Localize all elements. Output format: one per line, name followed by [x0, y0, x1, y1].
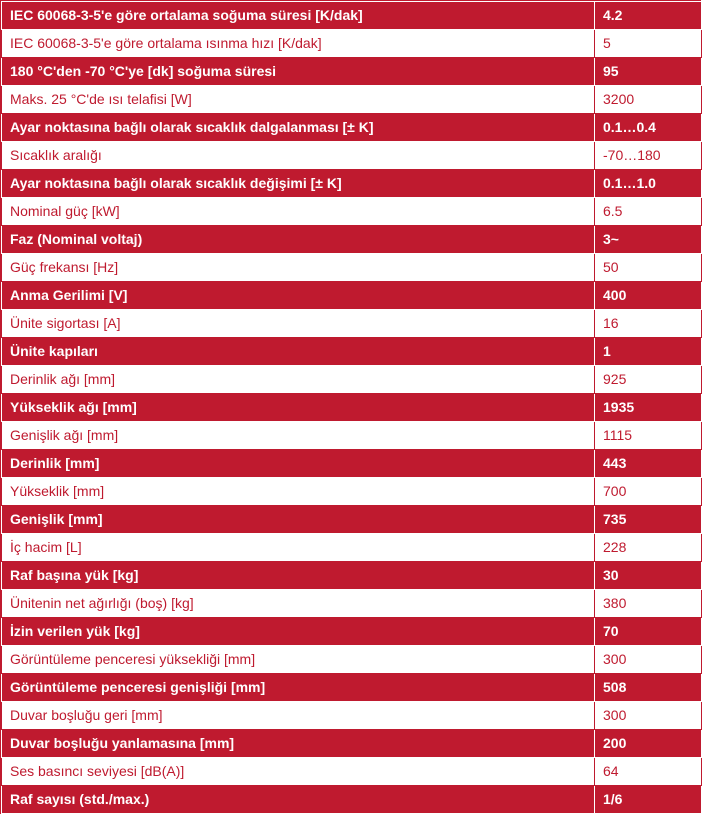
spec-value-cell: 1/6 [594, 785, 702, 814]
table-row: IEC 60068-3-5'e göre ortalama soğuma sür… [1, 1, 702, 30]
table-row: Nominal güç [kW] 6.5 [1, 197, 702, 226]
spec-label-cell: Derinlik ağı [mm] [1, 365, 595, 394]
spec-label-cell: Güç frekansı [Hz] [1, 253, 595, 282]
spec-label-cell: Raf sayısı (std./max.) [1, 785, 595, 814]
spec-label-cell: Maks. 25 °C'de ısı telafisi [W] [1, 85, 595, 114]
spec-label-cell: Duvar boşluğu yanlamasına [mm] [1, 729, 595, 758]
table-row: Ünite sigortası [A] 16 [1, 309, 702, 338]
table-row: Ünite kapıları 1 [1, 337, 702, 366]
table-row: Sıcaklık aralığı -70…180 [1, 141, 702, 170]
spec-value-cell: 1 [594, 337, 702, 366]
spec-value-cell: 1115 [594, 421, 702, 450]
spec-label-cell: Duvar boşluğu geri [mm] [1, 701, 595, 730]
table-row: Derinlik ağı [mm] 925 [1, 365, 702, 394]
spec-value-cell: 443 [594, 449, 702, 478]
spec-label-cell: Yükseklik [mm] [1, 477, 595, 506]
table-row: IEC 60068-3-5'e göre ortalama ısınma hız… [1, 29, 702, 58]
spec-label-cell: Yükseklik ağı [mm] [1, 393, 595, 422]
spec-label-cell: 180 °C'den -70 °C'ye [dk] soğuma süresi [1, 57, 595, 86]
spec-value-cell: 1935 [594, 393, 702, 422]
table-row: Raf başına yük [kg] 30 [1, 561, 702, 590]
table-row: Ünitenin net ağırlığı (boş) [kg] 380 [1, 589, 702, 618]
spec-value-cell: 380 [594, 589, 702, 618]
spec-label-cell: Ünitenin net ağırlığı (boş) [kg] [1, 589, 595, 618]
spec-label-cell: Faz (Nominal voltaj) [1, 225, 595, 254]
spec-value-cell: 50 [594, 253, 702, 282]
table-row: Yükseklik [mm] 700 [1, 477, 702, 506]
spec-label-cell: Genişlik [mm] [1, 505, 595, 534]
spec-value-cell: 30 [594, 561, 702, 590]
spec-label-cell: IEC 60068-3-5'e göre ortalama soğuma sür… [1, 1, 595, 30]
spec-value-cell: 925 [594, 365, 702, 394]
spec-value-cell: 6.5 [594, 197, 702, 226]
spec-value-cell: 0.1…0.4 [594, 113, 702, 142]
spec-label-cell: İzin verilen yük [kg] [1, 617, 595, 646]
spec-label-cell: Anma Gerilimi [V] [1, 281, 595, 310]
spec-value-cell: 200 [594, 729, 702, 758]
spec-label-cell: Ayar noktasına bağlı olarak sıcaklık dal… [1, 113, 595, 142]
spec-label-cell: Ses basıncı seviyesi [dB(A)] [1, 757, 595, 786]
table-row: Maks. 25 °C'de ısı telafisi [W] 3200 [1, 85, 702, 114]
spec-value-cell: -70…180 [594, 141, 702, 170]
spec-value-cell: 16 [594, 309, 702, 338]
table-row: Güç frekansı [Hz] 50 [1, 253, 702, 282]
spec-label-cell: Genişlik ağı [mm] [1, 421, 595, 450]
spec-value-cell: 508 [594, 673, 702, 702]
table-row: Duvar boşluğu yanlamasına [mm] 200 [1, 729, 702, 758]
spec-value-cell: 70 [594, 617, 702, 646]
spec-label-cell: Ünite sigortası [A] [1, 309, 595, 338]
table-row: 180 °C'den -70 °C'ye [dk] soğuma süresi 9… [1, 57, 702, 86]
spec-label-cell: Ayar noktasına bağlı olarak sıcaklık değ… [1, 169, 595, 198]
spec-value-cell: 700 [594, 477, 702, 506]
spec-label-cell: Ünite kapıları [1, 337, 595, 366]
spec-label-cell: Nominal güç [kW] [1, 197, 595, 226]
spec-value-cell: 95 [594, 57, 702, 86]
spec-value-cell: 300 [594, 701, 702, 730]
table-row: Genişlik ağı [mm] 1115 [1, 421, 702, 450]
table-row: Raf sayısı (std./max.) 1/6 [1, 785, 702, 814]
spec-value-cell: 4.2 [594, 1, 702, 30]
spec-value-cell: 0.1…1.0 [594, 169, 702, 198]
spec-value-cell: 5 [594, 29, 702, 58]
table-row: Anma Gerilimi [V] 400 [1, 281, 702, 310]
table-row: Ayar noktasına bağlı olarak sıcaklık dal… [1, 113, 702, 142]
spec-value-cell: 400 [594, 281, 702, 310]
spec-value-cell: 3200 [594, 85, 702, 114]
table-row: Duvar boşluğu geri [mm] 300 [1, 701, 702, 730]
table-row: Yükseklik ağı [mm] 1935 [1, 393, 702, 422]
table-row: İzin verilen yük [kg] 70 [1, 617, 702, 646]
spec-label-cell: Görüntüleme penceresi yüksekliği [mm] [1, 645, 595, 674]
table-row: Görüntüleme penceresi genişliği [mm] 508 [1, 673, 702, 702]
table-row: Görüntüleme penceresi yüksekliği [mm] 300 [1, 645, 702, 674]
table-row: Faz (Nominal voltaj) 3~ [1, 225, 702, 254]
spec-label-cell: Sıcaklık aralığı [1, 141, 595, 170]
spec-value-cell: 64 [594, 757, 702, 786]
spec-label-cell: Görüntüleme penceresi genişliği [mm] [1, 673, 595, 702]
spec-label-cell: İç hacim [L] [1, 533, 595, 562]
spec-label-cell: Raf başına yük [kg] [1, 561, 595, 590]
table-row: Ayar noktasına bağlı olarak sıcaklık değ… [1, 169, 702, 198]
spec-value-cell: 300 [594, 645, 702, 674]
spec-value-cell: 3~ [594, 225, 702, 254]
spec-value-cell: 228 [594, 533, 702, 562]
spec-label-cell: Derinlik [mm] [1, 449, 595, 478]
table-row: Ses basıncı seviyesi [dB(A)] 64 [1, 757, 702, 786]
spec-value-cell: 735 [594, 505, 702, 534]
table-row: Genişlik [mm] 735 [1, 505, 702, 534]
spec-label-cell: IEC 60068-3-5'e göre ortalama ısınma hız… [1, 29, 595, 58]
table-row: İç hacim [L] 228 [1, 533, 702, 562]
table-row: Derinlik [mm] 443 [1, 449, 702, 478]
